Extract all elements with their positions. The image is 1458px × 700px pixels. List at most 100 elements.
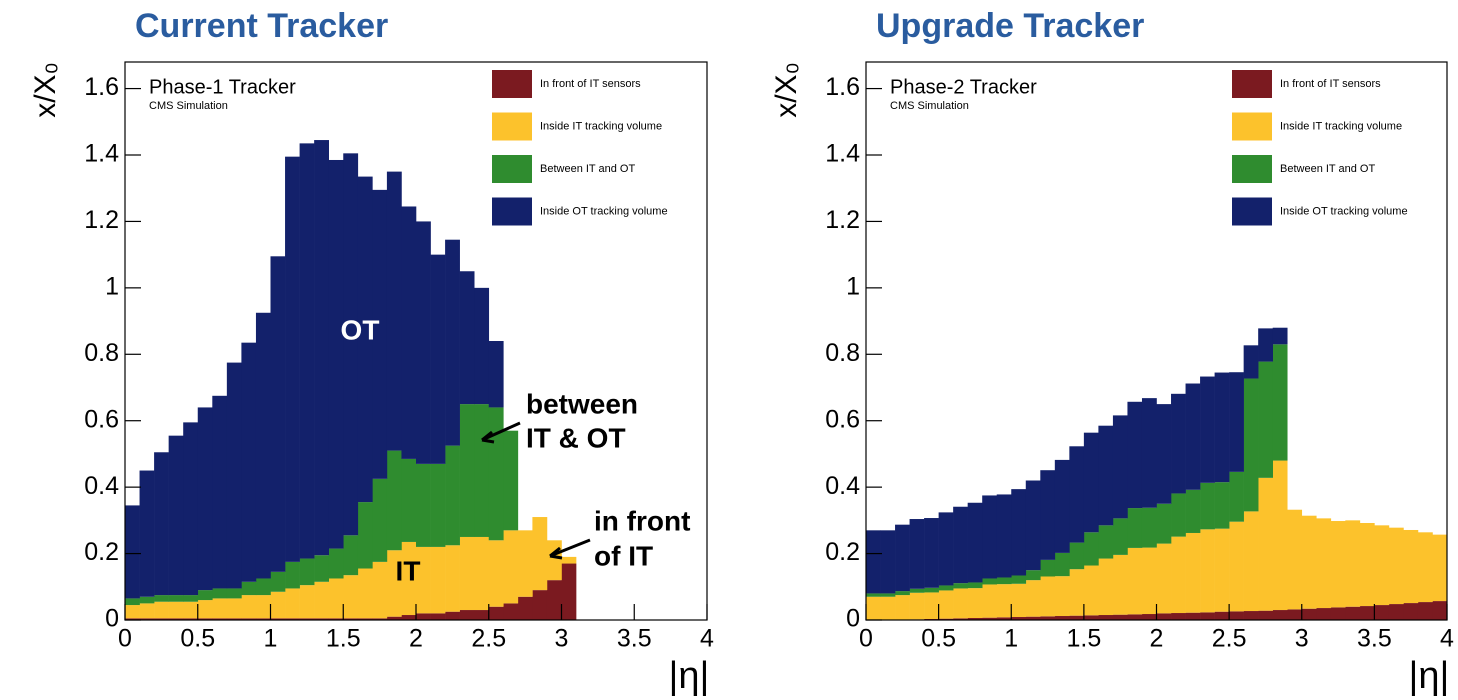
histogram-bar [532, 517, 548, 591]
histogram-bar [430, 254, 446, 464]
histogram-bar [1287, 609, 1303, 620]
histogram-bar [241, 618, 257, 620]
x-tick-label: 3 [555, 625, 569, 653]
histogram-bar [474, 610, 490, 620]
y-tick-label: 1.2 [84, 206, 119, 234]
x-tick-label: 0.5 [180, 625, 215, 653]
histogram-bar [1025, 580, 1041, 617]
histogram-bar [1185, 383, 1201, 490]
histogram-bar [445, 545, 460, 612]
arrow [481, 421, 521, 444]
histogram-bar [1156, 503, 1172, 544]
histogram-bar [1417, 602, 1433, 620]
histogram-bar [1098, 525, 1114, 559]
histogram-bar [1229, 611, 1244, 620]
y-tick-label: 1.4 [84, 140, 119, 168]
histogram-bar [1330, 607, 1346, 620]
histogram-bar [183, 601, 199, 619]
histogram-bar [1054, 616, 1070, 620]
histogram-bar [517, 530, 533, 597]
histogram-bar [1141, 547, 1157, 615]
x-axis-label: |η| [669, 655, 710, 697]
histogram-bar [255, 618, 271, 620]
histogram-bar [386, 171, 402, 451]
histogram-bar [299, 585, 315, 619]
histogram-bar [1171, 536, 1186, 614]
histogram-bar [241, 595, 257, 619]
annotation: IT [396, 555, 421, 586]
histogram-bar [1229, 372, 1244, 472]
y-tick-label: 0.6 [84, 405, 119, 433]
histogram-bar [343, 618, 359, 620]
y-tick-label: 1.4 [825, 140, 860, 168]
histogram-bar [226, 618, 242, 620]
histogram-bar [430, 546, 446, 614]
histogram-bar [1316, 518, 1332, 609]
histogram-bar [1054, 552, 1070, 577]
histogram-bar [125, 605, 140, 619]
histogram-bar [314, 140, 329, 556]
histogram-bar [1011, 583, 1027, 618]
histogram-bar [953, 618, 968, 620]
histogram-bar [401, 458, 417, 542]
histogram-bar [285, 588, 300, 619]
histogram-bar [1069, 542, 1085, 570]
histogram-bar [982, 578, 998, 585]
histogram-bar [357, 618, 373, 620]
histogram-bar [139, 596, 155, 604]
histogram-bar [503, 530, 519, 604]
legend-swatch [492, 155, 532, 183]
histogram-bar [924, 592, 939, 620]
histogram-bar [197, 618, 213, 620]
histogram-bar [1083, 565, 1099, 616]
histogram-bar [168, 595, 184, 602]
histogram-bar [996, 577, 1012, 585]
histogram-bar [343, 575, 359, 619]
annotation: in front [594, 505, 690, 536]
histogram-bar [1025, 616, 1041, 620]
histogram-bar [357, 568, 373, 619]
histogram-bar [1403, 603, 1419, 620]
histogram-bar [285, 561, 300, 589]
histogram-bar [1127, 614, 1143, 620]
histogram-bar [299, 618, 315, 620]
histogram-bar [1374, 525, 1390, 606]
histogram-bar [938, 585, 954, 591]
histogram-bar [895, 595, 910, 620]
histogram-bar [255, 595, 271, 619]
histogram-bar [1040, 576, 1056, 617]
histogram-bar [1083, 432, 1099, 533]
histogram-bar [168, 601, 184, 619]
histogram-bar [953, 588, 968, 619]
histogram-bar [459, 610, 475, 620]
histogram-bar [1258, 328, 1273, 362]
histogram-bar [314, 555, 329, 582]
histogram-bar [1243, 611, 1259, 620]
x-tick-label: 1.5 [1066, 625, 1101, 653]
legend-label: In front of IT sensors [540, 78, 641, 90]
histogram-bar [474, 404, 490, 537]
histogram-bar [1258, 361, 1273, 478]
y-axis-label: x/X₀ [770, 62, 803, 118]
histogram-bar [503, 603, 519, 620]
histogram-bar [241, 581, 257, 596]
histogram-bar [255, 578, 271, 596]
histogram-bar [1098, 615, 1114, 620]
histogram-bar [445, 611, 460, 620]
histogram-bar [1272, 327, 1288, 345]
histogram-bar [895, 591, 910, 596]
histogram-bar [866, 530, 881, 594]
x-tick-label: 1 [1004, 625, 1018, 653]
histogram-bar [1098, 425, 1114, 526]
histogram-bar [938, 590, 954, 619]
histogram-bar [139, 603, 155, 619]
x-tick-label: 0 [118, 625, 132, 653]
y-tick-label: 1 [846, 272, 860, 300]
histogram-bar [386, 616, 402, 620]
histogram-bar [212, 588, 228, 599]
histogram-bar [125, 505, 140, 599]
histogram-bar [880, 530, 896, 594]
legend-label: Between IT and OT [1280, 163, 1375, 175]
histogram-bar [1141, 398, 1157, 508]
histogram-bar [1258, 477, 1273, 611]
